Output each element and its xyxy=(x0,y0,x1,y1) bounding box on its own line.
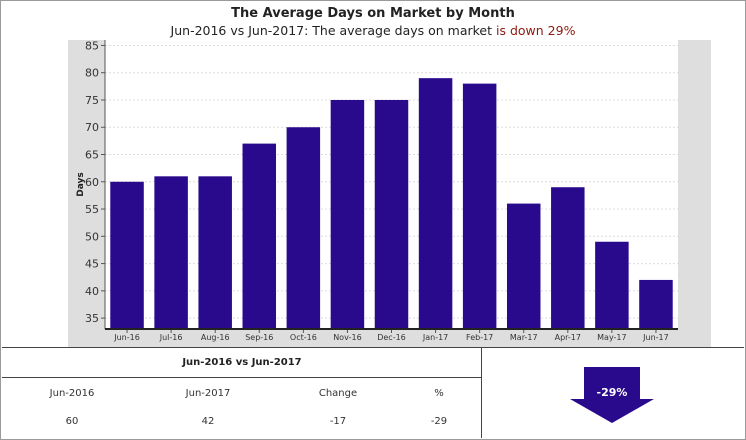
y-tick-label: 35 xyxy=(85,312,99,325)
header-change: Change xyxy=(318,388,358,399)
x-tick-label: Jul-16 xyxy=(159,333,183,342)
y-tick-label: 45 xyxy=(85,258,99,271)
summary-divider xyxy=(481,347,482,438)
x-tick-label: Jun-16 xyxy=(113,333,140,342)
bar xyxy=(198,176,232,329)
y-tick-label: 60 xyxy=(85,176,99,189)
value-change: -17 xyxy=(329,416,347,427)
x-tick-label: Oct-16 xyxy=(290,333,317,342)
x-tick-label: Nov-16 xyxy=(333,333,361,342)
x-tick-label: May-17 xyxy=(597,333,626,342)
y-axis-label: Days xyxy=(76,172,86,197)
x-tick-label: Dec-16 xyxy=(377,333,406,342)
chart-title: The Average Days on Market by Month xyxy=(231,6,515,21)
header-percent: % xyxy=(434,388,444,399)
bar xyxy=(639,279,673,329)
bar-chart: 35 40 45 50 55 60 65 70 75 80 85 Jun-16 Jul-16 Aug-16… xyxy=(76,39,678,342)
x-tick-label: Aug-16 xyxy=(201,333,230,342)
y-tick-label: 50 xyxy=(85,230,99,243)
change-badge: -29% xyxy=(596,386,628,399)
y-tick-label: 65 xyxy=(85,149,99,162)
bar xyxy=(110,181,144,329)
summary-panel xyxy=(2,347,744,438)
value-jun-2016: 60 xyxy=(65,416,79,427)
x-tick-label: Jan-17 xyxy=(422,333,448,342)
x-tick-label: Feb-17 xyxy=(466,333,493,342)
y-tick-label: 80 xyxy=(85,67,99,80)
bar xyxy=(330,99,365,329)
bar xyxy=(154,176,188,329)
chart-subtitle: Jun-2016 vs Jun-2017: The average days o… xyxy=(0,23,746,38)
subtitle-highlight: is down 29% xyxy=(496,23,576,38)
x-tick-label: Apr-17 xyxy=(555,333,581,342)
value-percent: -29 xyxy=(430,416,448,427)
x-tick-label: Mar-17 xyxy=(510,333,538,342)
comparison-title: Jun-2016 vs Jun-2017 xyxy=(182,357,302,368)
y-tick-label: 85 xyxy=(85,39,99,52)
comparison-rule xyxy=(2,377,481,378)
bar xyxy=(374,99,409,329)
value-jun-2017: 42 xyxy=(201,416,215,427)
header-jun-2016: Jun-2016 xyxy=(49,388,95,399)
bar xyxy=(595,241,629,329)
subtitle-text: Jun-2016 vs Jun-2017: The average days o… xyxy=(170,23,497,38)
x-tick-label: Sep-16 xyxy=(245,333,273,342)
y-tick-label: 75 xyxy=(85,94,99,107)
header-jun-2017: Jun-2017 xyxy=(185,388,231,399)
y-tick-label: 55 xyxy=(85,203,99,216)
y-tick-label: 70 xyxy=(85,121,99,134)
y-tick-label: 40 xyxy=(85,285,99,298)
bar xyxy=(286,127,321,329)
x-tick-label: Jun-17 xyxy=(642,333,669,342)
bar xyxy=(506,203,541,329)
down-arrow-icon xyxy=(570,367,654,423)
bar xyxy=(462,83,497,329)
bar xyxy=(242,143,277,329)
bar xyxy=(418,78,453,329)
bar xyxy=(551,187,585,329)
